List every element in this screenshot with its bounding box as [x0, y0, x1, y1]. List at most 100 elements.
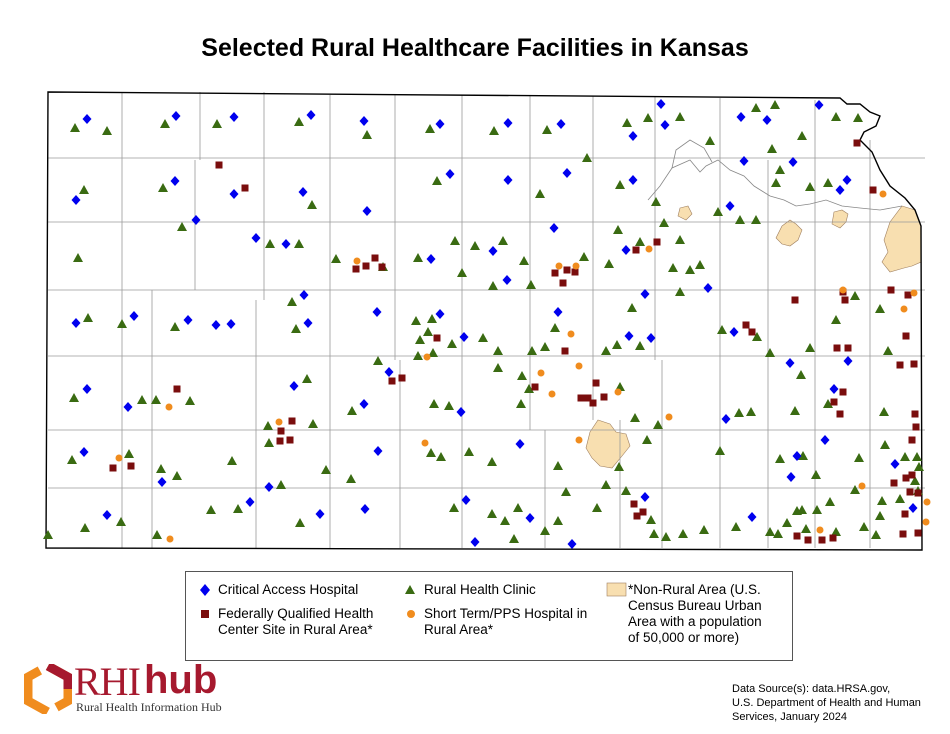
rural-health-clinic-marker: [875, 511, 885, 520]
pps-hospital-marker: [614, 388, 622, 396]
rural-health-clinic-marker: [798, 451, 808, 460]
fqhc-site-marker: [378, 263, 386, 271]
rural-health-clinic-marker: [516, 399, 526, 408]
rural-health-clinic-marker: [622, 118, 632, 127]
rural-health-clinic-marker: [426, 448, 436, 457]
fqhc-site-marker: [276, 437, 284, 445]
rural-health-clinic-marker: [413, 351, 423, 360]
fqhc-site-marker: [818, 536, 826, 544]
logo-subtitle: Rural Health Information Hub: [76, 700, 222, 714]
legend-fqhc-line-1: Federally Qualified Health: [218, 606, 374, 621]
rural-health-clinic-marker: [705, 136, 715, 145]
legend-label-cah: Critical Access Hospital: [218, 582, 359, 597]
rural-health-clinic-marker: [428, 348, 438, 357]
rural-health-clinic-marker: [425, 124, 435, 133]
fqhc-site-marker: [914, 529, 922, 537]
rural-health-clinic-marker: [346, 474, 356, 483]
rural-health-clinic-marker: [661, 532, 671, 541]
fqhc-site-marker: [901, 510, 909, 518]
rural-health-clinic-marker: [699, 525, 709, 534]
rural-health-clinic-marker: [276, 480, 286, 489]
rural-health-clinic-marker: [601, 480, 611, 489]
fqhc-site-marker: [630, 500, 638, 508]
rural-health-clinic-marker: [850, 485, 860, 494]
rural-health-clinic-marker: [678, 529, 688, 538]
logo-hub-text: hub: [144, 658, 218, 702]
rural-health-clinic-marker: [773, 529, 783, 538]
rural-health-clinic-marker: [850, 291, 860, 300]
critical-access-hospital-marker: [461, 495, 471, 505]
rural-health-clinic-marker: [70, 123, 80, 132]
rural-health-clinic-marker: [746, 407, 756, 416]
urban-area-manhattan: [677, 205, 693, 221]
critical-access-hospital-marker: [362, 206, 372, 216]
rural-health-clinic-marker: [642, 435, 652, 444]
fqhc-site-marker: [584, 394, 592, 402]
fqhc-site-marker: [633, 512, 641, 520]
pps-hospital-marker: [575, 436, 583, 444]
critical-access-hospital-marker: [384, 367, 394, 377]
critical-access-hospital-marker: [303, 318, 313, 328]
fqhc-site-marker: [908, 471, 916, 479]
rural-health-clinic-marker: [831, 527, 841, 536]
facility-markers: [43, 99, 931, 549]
rural-health-clinic-marker: [877, 496, 887, 505]
rural-health-clinic-marker: [801, 524, 811, 533]
rural-health-clinic-marker: [883, 346, 893, 355]
rural-health-clinic-marker: [535, 189, 545, 198]
rural-health-clinic-marker: [444, 401, 454, 410]
urban-area-wichita: [585, 419, 631, 469]
critical-access-hospital-marker: [640, 492, 650, 502]
rural-health-clinic-marker: [206, 505, 216, 514]
pps-hospital-marker: [900, 305, 908, 313]
square-icon: [201, 610, 209, 618]
rural-health-clinic-marker: [592, 503, 602, 512]
critical-access-hospital-marker: [621, 245, 631, 255]
critical-access-hospital-marker: [502, 275, 512, 285]
fqhc-site-marker: [902, 474, 910, 482]
rural-health-clinic-marker: [124, 449, 134, 458]
fqhc-site-marker: [362, 262, 370, 270]
map-legend: Critical Access Hospital Rural Health Cl…: [185, 571, 793, 661]
fqhc-site-marker: [109, 464, 117, 472]
fqhc-site-marker: [639, 508, 647, 516]
fqhc-site-marker: [433, 334, 441, 342]
critical-access-hospital-marker: [628, 131, 638, 141]
rural-health-clinic-marker: [675, 112, 685, 121]
critical-access-hospital-marker: [646, 333, 656, 343]
rural-health-clinic-marker: [83, 313, 93, 322]
critical-access-hospital-marker: [829, 384, 839, 394]
critical-access-hospital-marker: [445, 169, 455, 179]
rural-health-clinic-marker: [734, 408, 744, 417]
rural-health-clinic-marker: [464, 447, 474, 456]
source-line-3: Services, January 2024: [732, 711, 847, 723]
pps-hospital-marker: [115, 454, 123, 462]
rural-health-clinic-marker: [156, 464, 166, 473]
rural-health-clinic-marker: [879, 407, 889, 416]
rural-health-clinic-marker: [308, 419, 318, 428]
pps-hospital-marker: [858, 482, 866, 490]
rural-health-clinic-marker: [373, 356, 383, 365]
rural-health-clinic-marker: [500, 516, 510, 525]
rural-health-clinic-marker: [526, 280, 536, 289]
pps-hospital-marker: [572, 262, 580, 270]
legend-fqhc-line-2: Center Site in Rural Area*: [218, 622, 373, 637]
rural-health-clinic-marker: [731, 522, 741, 531]
rural-health-clinic-marker: [910, 476, 920, 485]
critical-access-hospital-marker: [171, 111, 181, 121]
rural-health-clinic-marker: [227, 456, 237, 465]
critical-access-hospital-marker: [82, 384, 92, 394]
urban-area-topeka: [775, 219, 803, 247]
pps-hospital-marker: [575, 362, 583, 370]
fqhc-site-marker: [600, 393, 608, 401]
rural-health-clinic-marker: [751, 215, 761, 224]
fqhc-site-marker: [904, 291, 912, 299]
rural-health-clinic-marker: [796, 370, 806, 379]
pps-hospital-marker: [816, 526, 824, 534]
pps-hospital-marker: [645, 245, 653, 253]
rural-health-clinic-marker: [635, 341, 645, 350]
critical-access-hospital-marker: [373, 446, 383, 456]
legend-item-rhc: Rural Health Clinic: [402, 582, 536, 598]
critical-access-hospital-marker: [792, 451, 802, 461]
rural-health-clinic-marker: [668, 263, 678, 272]
